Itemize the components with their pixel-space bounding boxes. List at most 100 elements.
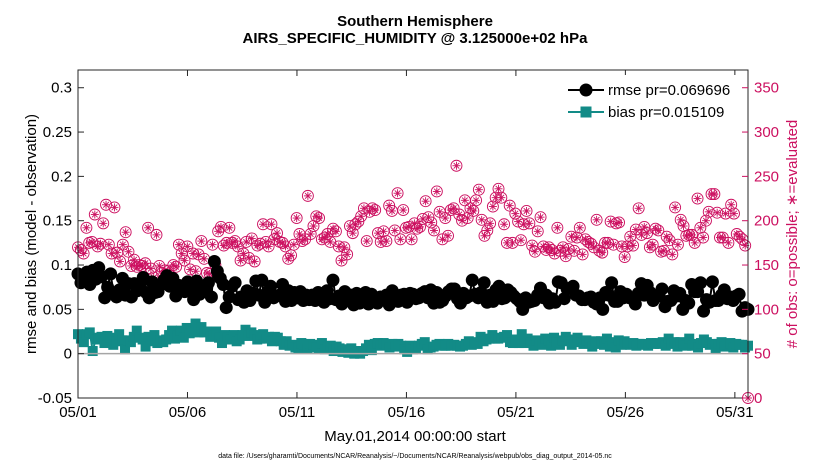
- obs-evaluated-marker: [332, 228, 340, 235]
- obs-count-point: [669, 201, 682, 214]
- obs-count-point: [671, 238, 684, 251]
- bias-point: [566, 339, 577, 350]
- obs-evaluated-marker: [537, 214, 544, 221]
- obs-possible-marker: [531, 225, 544, 238]
- bias-point: [216, 338, 227, 349]
- obs-possible-marker: [411, 222, 424, 235]
- obs-count-point: [663, 234, 676, 247]
- obs-possible-marker: [486, 200, 499, 213]
- bias-point: [117, 335, 128, 346]
- obs-possible-marker: [338, 241, 351, 254]
- obs-possible-marker: [691, 192, 704, 205]
- rmse-point: [104, 267, 118, 281]
- obs-evaluated-marker: [111, 204, 118, 211]
- rmse-point: [628, 297, 642, 311]
- y-right-tick-label: 250: [754, 168, 779, 185]
- bias-point: [202, 326, 213, 337]
- obs-evaluated-marker: [517, 237, 525, 244]
- obs-evaluated-marker: [498, 194, 505, 201]
- obs-possible-marker: [428, 224, 440, 237]
- obs-evaluated-marker: [691, 239, 698, 246]
- obs-evaluated-marker: [226, 224, 233, 231]
- obs-evaluated-marker: [360, 205, 368, 212]
- obs-evaluated-marker: [391, 227, 398, 234]
- obs-possible-marker: [142, 221, 155, 234]
- obs-count-point: [596, 246, 609, 259]
- obs-evaluated-marker: [372, 206, 379, 214]
- obs-possible-marker: [310, 210, 323, 223]
- y-tick-label: 0: [64, 346, 72, 363]
- obs-evaluated-marker: [730, 210, 738, 217]
- obs-count-point: [257, 218, 269, 231]
- obs-evaluated-marker: [344, 251, 351, 258]
- obs-count-point: [338, 241, 351, 254]
- obs-count-point: [245, 232, 258, 245]
- bias-point: [587, 341, 598, 352]
- obs-evaluated-marker: [259, 221, 267, 228]
- obs-count-point: [657, 244, 670, 257]
- obs-evaluated-marker: [296, 230, 303, 238]
- obs-count-point: [728, 207, 740, 220]
- obs-count-point: [178, 254, 191, 267]
- obs-possible-marker: [674, 213, 687, 226]
- obs-count-point: [248, 255, 261, 268]
- rmse-point: [204, 290, 218, 304]
- legend-rmse-label: rmse pr=0.069696: [608, 82, 730, 99]
- obs-evaluated-marker: [534, 228, 541, 235]
- obs-evaluated-marker: [571, 247, 578, 254]
- obs-count-point: [119, 226, 132, 239]
- bias-point: [419, 337, 430, 348]
- obs-evaluated-marker: [655, 227, 662, 234]
- x-tick-label: 05/31: [716, 404, 754, 421]
- obs-evaluated-marker: [495, 185, 502, 192]
- legend-bias-marker: [580, 106, 592, 118]
- obs-possible-marker: [551, 221, 564, 234]
- obs-possible-marker: [287, 238, 300, 251]
- obs-evaluated-marker: [472, 197, 480, 204]
- rmse-point: [596, 302, 610, 316]
- obs-evaluated-marker: [489, 203, 497, 210]
- obs-possible-marker: [94, 237, 107, 250]
- obs-count-point: [498, 218, 511, 231]
- x-axis-label: May.01,2014 00:00:00 start: [324, 428, 506, 445]
- bias-point: [402, 346, 413, 357]
- obs-count-point: [725, 198, 738, 211]
- obs-possible-marker: [702, 205, 715, 218]
- obs-count-point: [711, 206, 724, 219]
- obs-count-point: [262, 240, 275, 253]
- obs-possible-marker: [627, 239, 640, 252]
- obs-count-point: [80, 221, 93, 234]
- obs-possible-marker: [296, 235, 309, 248]
- y-right-tick-label: 150: [754, 257, 779, 274]
- obs-evaluated-marker: [641, 223, 648, 231]
- obs-count-point: [568, 244, 581, 257]
- obs-evaluated-marker: [198, 237, 205, 245]
- obs-possible-marker: [545, 244, 558, 256]
- obs-count-point: [509, 207, 522, 220]
- bias-point: [516, 329, 527, 340]
- obs-evaluated-marker: [444, 232, 452, 239]
- obs-possible-marker: [215, 220, 227, 233]
- obs-possible-marker: [666, 248, 679, 261]
- obs-count-point: [461, 212, 474, 224]
- obs-count-point: [450, 159, 463, 172]
- obs-evaluated-marker: [705, 208, 712, 215]
- obs-count-point: [514, 234, 527, 247]
- obs-evaluated-marker: [273, 229, 281, 237]
- obs-count-point: [329, 225, 342, 238]
- obs-possible-marker: [534, 211, 547, 224]
- obs-possible-marker: [301, 189, 314, 202]
- bias-point: [346, 343, 357, 354]
- obs-evaluated-marker: [144, 224, 152, 231]
- obs-evaluated-marker: [192, 268, 199, 275]
- obs-count-point: [150, 228, 163, 241]
- obs-possible-marker: [114, 255, 127, 268]
- obs-count-point: [475, 213, 488, 226]
- obs-count-point: [380, 235, 393, 248]
- obs-possible-marker: [170, 260, 183, 273]
- obs-count-point: [666, 248, 679, 261]
- bias-point: [502, 330, 513, 341]
- obs-possible-marker: [248, 255, 261, 268]
- x-tick-label: 05/06: [169, 404, 207, 421]
- obs-possible-marker: [430, 185, 443, 198]
